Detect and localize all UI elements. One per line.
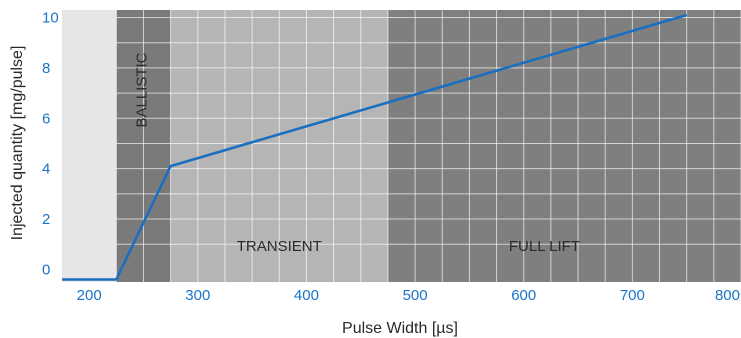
grid-lines bbox=[115, 10, 741, 282]
x-tick-label: 600 bbox=[511, 287, 536, 304]
series-line-0 bbox=[62, 13, 688, 281]
series-lines bbox=[62, 13, 688, 281]
x-tick-label: 200 bbox=[77, 287, 102, 304]
region-band-idle bbox=[62, 10, 117, 282]
x-axis-title: Pulse Width [µs] bbox=[342, 320, 458, 337]
region-label-transient: TRANSIENT bbox=[237, 238, 322, 255]
x-tick-label: 800 bbox=[715, 287, 740, 304]
y-tick-label: 10 bbox=[42, 10, 59, 27]
y-tick-label: 0 bbox=[42, 261, 50, 278]
y-tick-label: 2 bbox=[42, 211, 50, 228]
region-label-ballistic: BALLISTIC bbox=[133, 52, 150, 127]
x-tick-label: 500 bbox=[403, 287, 428, 304]
y-axis-tick-labels: 0 2 4 6 8 10 bbox=[42, 10, 59, 279]
region-label-full-lift: FULL LIFT bbox=[509, 238, 580, 255]
y-axis-title: Injected quantity [mg/pulse] bbox=[9, 46, 26, 241]
region-bands bbox=[62, 10, 741, 282]
y-tick-label: 4 bbox=[42, 161, 50, 178]
y-tick-label: 6 bbox=[42, 110, 50, 127]
x-tick-label: 300 bbox=[185, 287, 210, 304]
x-axis-tick-labels: 200 300 400 500 600 700 800 bbox=[77, 287, 740, 304]
x-tick-label: 400 bbox=[294, 287, 319, 304]
y-tick-label: 8 bbox=[42, 60, 50, 77]
region-band-full-lift bbox=[387, 10, 741, 282]
x-tick-label: 700 bbox=[620, 287, 645, 304]
region-labels: BALLISTIC TRANSIENT FULL LIFT bbox=[133, 52, 580, 255]
